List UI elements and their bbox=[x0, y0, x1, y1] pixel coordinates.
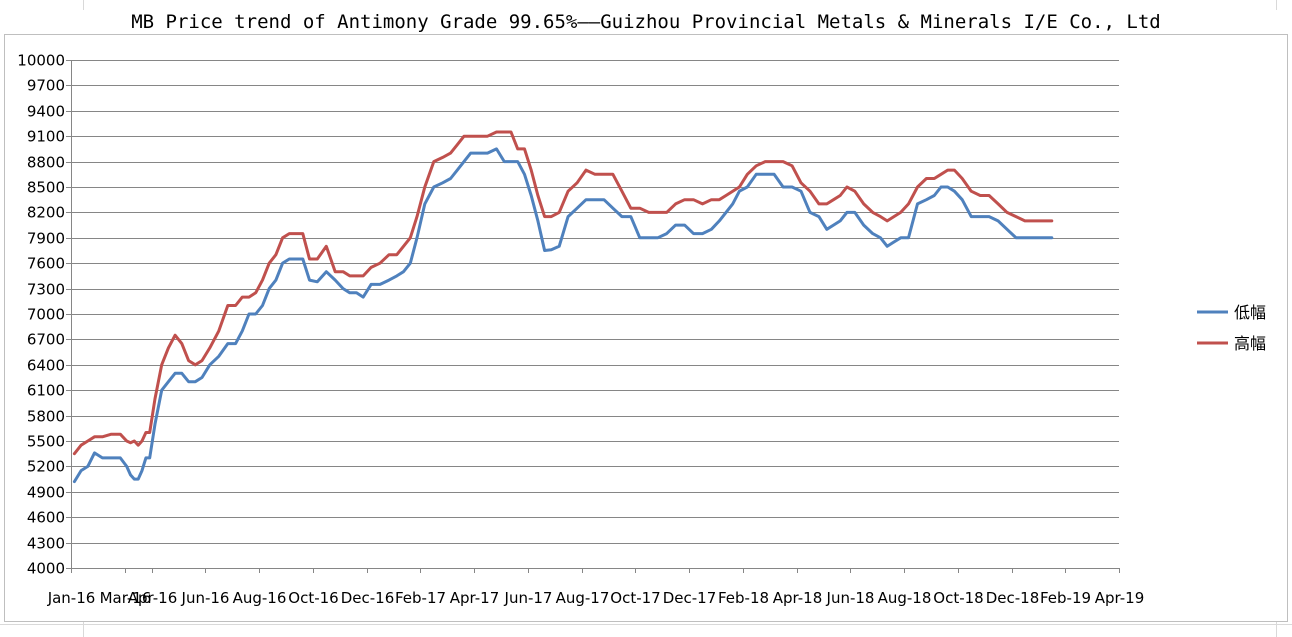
y-axis-ticks: 10000 9700 9400 9100 8800 8500 8200 7900 7600 730… bbox=[17, 52, 71, 578]
x-tick-label: Apr-19 bbox=[1095, 589, 1145, 607]
y-tick-label: 6700 bbox=[27, 331, 65, 349]
x-tick-label: Jun-17 bbox=[504, 589, 553, 607]
x-tick-label: Dec-17 bbox=[663, 589, 717, 607]
y-tick-label: 7900 bbox=[27, 230, 65, 248]
series-lines bbox=[72, 130, 1054, 484]
y-tick-label: 4300 bbox=[27, 535, 65, 553]
x-tick-label: Feb-17 bbox=[395, 589, 446, 607]
y-tick-label: 9100 bbox=[27, 128, 65, 146]
x-tick-label: Oct-18 bbox=[933, 589, 983, 607]
x-tick-label: Dec-18 bbox=[986, 589, 1040, 607]
y-tick-label: 6400 bbox=[27, 357, 65, 375]
y-tick-label: 4600 bbox=[27, 509, 65, 527]
y-tick-label: 5800 bbox=[27, 408, 65, 426]
x-tick-label: Jun-16 bbox=[181, 589, 230, 607]
legend-label: 高幅 bbox=[1234, 334, 1266, 353]
x-tick-label: Jan-16 bbox=[47, 589, 96, 607]
y-tick-label: 7600 bbox=[27, 255, 65, 273]
x-tick-label: Dec-16 bbox=[341, 589, 395, 607]
y-tick-label: 9700 bbox=[27, 77, 65, 95]
y-tick-label: 8200 bbox=[27, 204, 65, 222]
y-tick-label: 5200 bbox=[27, 458, 65, 476]
y-tick-label: 8500 bbox=[27, 179, 65, 197]
series-line bbox=[72, 147, 1054, 484]
legend-label: 低幅 bbox=[1234, 303, 1266, 322]
chart-title: MB Price trend of Antimony Grade 99.65%—… bbox=[0, 10, 1292, 34]
x-tick-label: Mar-16 bbox=[100, 589, 152, 607]
horizontal-gridlines bbox=[71, 60, 1119, 544]
x-tick-label: Oct-16 bbox=[288, 589, 338, 607]
series-line bbox=[72, 130, 1054, 456]
x-tick-label: Feb-18 bbox=[718, 589, 769, 607]
y-tick-label: 9400 bbox=[27, 103, 65, 121]
x-tick-label: Apr-18 bbox=[773, 589, 823, 607]
y-tick-label: 6100 bbox=[27, 382, 65, 400]
y-tick-label: 7300 bbox=[27, 281, 65, 299]
y-tick-label: 5500 bbox=[27, 433, 65, 451]
y-tick-label: 4900 bbox=[27, 484, 65, 502]
y-tick-label: 10000 bbox=[17, 52, 65, 70]
x-tick-label: Feb-19 bbox=[1040, 589, 1091, 607]
x-tick-label: Apr-17 bbox=[450, 589, 500, 607]
x-tick-label: Apr-16 bbox=[128, 589, 178, 607]
x-tick-label: Oct-17 bbox=[610, 589, 660, 607]
x-tick-label: Aug-17 bbox=[556, 589, 610, 607]
chart-area bbox=[4, 34, 1288, 622]
x-tick-label: Aug-16 bbox=[233, 589, 287, 607]
x-tick-label: Jun-18 bbox=[826, 589, 875, 607]
x-tick-label: Aug-18 bbox=[878, 589, 932, 607]
y-tick-label: 8800 bbox=[27, 154, 65, 172]
y-tick-label: 4000 bbox=[27, 560, 65, 578]
y-tick-label: 7000 bbox=[27, 306, 65, 324]
